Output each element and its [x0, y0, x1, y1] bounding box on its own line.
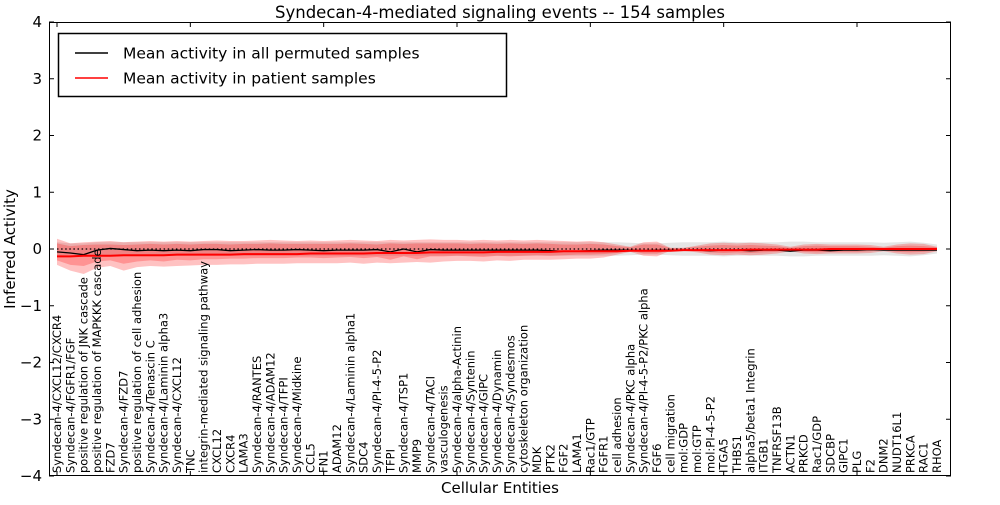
- x-category-label: SDCBP: [823, 434, 837, 473]
- x-category-label: CXCL12: [210, 429, 224, 473]
- patient-sample-range-outer-band: [57, 238, 937, 274]
- confidence-band-layer: [57, 238, 937, 274]
- x-category-label: Syndecan-4/TSP1: [397, 373, 411, 473]
- x-category-label: Syndecan-4/FGFR1/FGF: [63, 338, 77, 473]
- x-category-label: Syndecan-4/Laminin alpha3: [157, 313, 171, 473]
- x-category-label: GIPC1: [837, 438, 851, 473]
- x-category-label: LAMA1: [570, 433, 584, 473]
- chart-title: Syndecan-4-mediated signaling events -- …: [275, 3, 725, 22]
- y-axis-label: Inferred Activity: [1, 189, 19, 309]
- x-category-label: Syndecan-4/Syntenin: [463, 350, 477, 473]
- x-category-label: positive regulation of JNK cascade: [77, 277, 91, 473]
- x-category-label: PTK2: [543, 444, 557, 473]
- x-category-label: FN1: [317, 450, 331, 473]
- x-category-label: Syndecan-4/Syndesmos: [503, 335, 517, 473]
- y-tick-label: −2: [20, 354, 42, 372]
- y-tick-label: 4: [32, 13, 42, 31]
- patient-mean-line: [57, 248, 937, 258]
- x-category-label: mol:PI-4-5-P2: [703, 396, 717, 473]
- x-category-label: cytoskeleton organization: [517, 325, 531, 473]
- legend-entry-permuted: Mean activity in all permuted samples: [123, 45, 420, 63]
- x-category-label: mol:GDP: [677, 423, 691, 473]
- x-category-label: Syndecan-4/Laminin alpha1: [343, 313, 357, 473]
- x-category-label: Syndecan-4/CXCL12: [170, 357, 184, 473]
- x-category-label: Syndecan-4/TFPI: [277, 377, 291, 473]
- x-category-label: SDC4: [357, 441, 371, 473]
- x-category-label: FGFR1: [597, 436, 611, 473]
- x-category-label: Syndecan-4/FZD7: [117, 371, 131, 473]
- y-tick-label: 1: [32, 183, 42, 201]
- y-tick-label: 2: [32, 127, 42, 145]
- y-tick-label: 3: [32, 70, 42, 88]
- x-category-label: Syndecan-4/GIPC: [477, 374, 491, 473]
- x-category-label: PLG: [850, 451, 864, 473]
- x-category-label: FGF2: [557, 444, 571, 473]
- x-category-label: positive regulation of MAPKKK cascade: [90, 249, 104, 473]
- x-category-label-layer: Syndecan-4/CXCL12/CXCR4 Syndecan-4/FGFR1/…: [50, 249, 944, 474]
- x-category-label: LAMA3: [237, 433, 251, 473]
- x-category-label: Syndecan-4/Midkine: [290, 357, 304, 473]
- x-category-label: CXCR4: [223, 435, 237, 473]
- x-category-label: ITGB1: [757, 438, 771, 473]
- legend-box: [57, 32, 508, 98]
- x-category-label: cell migration: [663, 394, 677, 473]
- x-category-label: CCL5: [303, 443, 317, 473]
- x-category-label: PRKCA: [903, 435, 917, 473]
- x-category-label: ADAM12: [330, 424, 344, 473]
- x-category-label: TFPI: [383, 449, 397, 474]
- x-category-label: Syndecan-4/CXCL12/CXCR4: [50, 315, 64, 473]
- y-tick-label: 0: [32, 240, 42, 258]
- x-category-label: DNM2: [877, 438, 891, 473]
- x-category-label: ITGA5: [717, 438, 731, 473]
- permuted-mean-line: [56, 247, 937, 256]
- x-category-label: integrin-mediated signaling pathway: [197, 261, 211, 473]
- x-category-label: FGF6: [650, 444, 664, 473]
- x-category-label: Syndecan-4/Tenascin C: [143, 340, 157, 473]
- patient-sample-range-inner-band: [57, 243, 937, 267]
- x-category-label: Syndecan-4/PI-4-5-P2/PKC alpha: [637, 288, 651, 473]
- x-category-label: RHOA: [930, 440, 944, 473]
- y-tick-label-layer: 4 3 2 1 0 −1 −2 −3 −4: [20, 13, 42, 485]
- y-tick-label: −3: [20, 410, 42, 428]
- x-category-label: cell adhesion: [610, 397, 624, 473]
- x-axis-label: Cellular Entities: [441, 479, 559, 497]
- x-category-label: Rac1/GTP: [583, 418, 597, 473]
- x-category-label: NUDT16L1: [890, 412, 904, 473]
- x-category-label: mol:GTP: [690, 425, 704, 473]
- x-category-label: ACTN1: [783, 434, 797, 473]
- x-category-label: FZD7: [103, 442, 117, 473]
- x-category-label: F2: [863, 459, 877, 473]
- x-category-label: TNFRSF13B: [770, 406, 784, 474]
- x-category-label: MDK: [530, 446, 544, 473]
- x-category-label: PRKCD: [797, 434, 811, 473]
- series-line-layer: [56, 247, 937, 258]
- x-category-label: Syndecan-4/alpha-Actinin: [450, 326, 464, 473]
- legend: Mean activity in all permuted samples Me…: [57, 32, 508, 98]
- x-category-label: Syndecan-4/Dynamin: [490, 350, 504, 473]
- x-category-label: Rac1/GDP: [810, 416, 824, 473]
- x-category-label: TNC: [183, 449, 197, 474]
- x-category-label: Syndecan-4/ADAM12: [263, 352, 277, 473]
- x-category-label: alpha5/beta1 Integrin: [743, 348, 757, 473]
- x-category-label: Syndecan-4/TACI: [423, 376, 437, 473]
- y-tick-label: −4: [20, 467, 42, 485]
- x-category-label: Syndecan-4/RANTES: [250, 356, 264, 473]
- x-category-label: vasculogenesis: [437, 385, 451, 473]
- legend-entry-patient: Mean activity in patient samples: [123, 70, 376, 88]
- x-category-label: MMP9: [410, 439, 424, 473]
- axis-tick-layer: [49, 21, 951, 477]
- x-category-label: Syndecan-4/PKC alpha: [623, 344, 637, 473]
- x-category-label: positive regulation of cell adhesion: [130, 272, 144, 473]
- x-category-label: RAC1: [917, 442, 931, 473]
- x-category-label: Syndecan-4/PI-4-5-P2: [370, 350, 384, 473]
- x-category-label: THBS1: [730, 435, 744, 474]
- y-tick-label: −1: [20, 297, 42, 315]
